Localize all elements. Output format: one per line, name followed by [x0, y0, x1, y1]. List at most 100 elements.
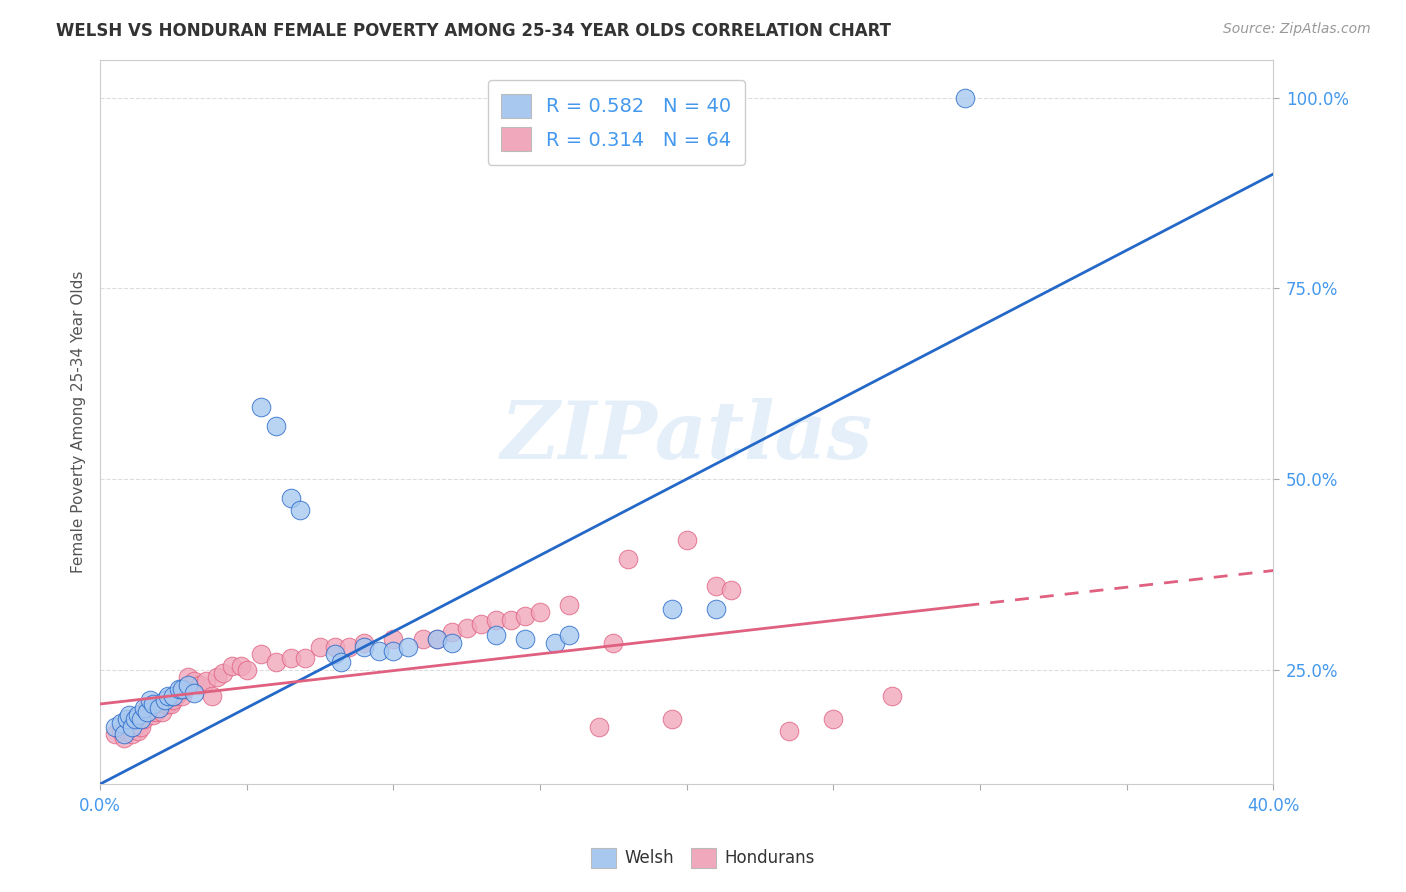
Point — [309, 640, 332, 654]
Point — [162, 690, 184, 704]
Point — [148, 700, 170, 714]
Point — [118, 720, 141, 734]
Point — [212, 666, 235, 681]
Point — [955, 822, 977, 837]
Point — [172, 690, 194, 704]
Point — [544, 636, 567, 650]
Point — [236, 663, 259, 677]
Point — [412, 632, 434, 647]
Legend: R = 0.582   N = 40, R = 0.314   N = 64: R = 0.582 N = 40, R = 0.314 N = 64 — [488, 80, 745, 165]
Point — [499, 613, 522, 627]
Point — [294, 651, 316, 665]
Point — [110, 716, 132, 731]
Point — [955, 91, 977, 105]
Point — [221, 658, 243, 673]
Point — [441, 624, 464, 639]
Point — [456, 621, 478, 635]
Point — [704, 601, 727, 615]
Point — [485, 613, 508, 627]
Point — [118, 708, 141, 723]
Point — [156, 697, 179, 711]
Point — [153, 697, 176, 711]
Point — [115, 712, 138, 726]
Point — [250, 400, 273, 414]
Point — [183, 674, 205, 689]
Point — [136, 705, 159, 719]
Point — [280, 651, 302, 665]
Point — [129, 720, 152, 734]
Point — [880, 690, 903, 704]
Point — [396, 640, 419, 654]
Point — [112, 731, 135, 746]
Point — [159, 697, 181, 711]
Point — [183, 685, 205, 699]
Point — [823, 712, 845, 726]
Point — [382, 632, 405, 647]
Point — [426, 632, 449, 647]
Y-axis label: Female Poverty Among 25-34 Year Olds: Female Poverty Among 25-34 Year Olds — [72, 270, 86, 573]
Point — [515, 609, 537, 624]
Point — [194, 674, 217, 689]
Point — [121, 727, 143, 741]
Point — [127, 708, 149, 723]
Point — [142, 697, 165, 711]
Point — [134, 712, 156, 726]
Point — [121, 720, 143, 734]
Point — [104, 720, 127, 734]
Point — [558, 598, 581, 612]
Point — [124, 720, 146, 734]
Point — [188, 678, 211, 692]
Point — [145, 705, 167, 719]
Point — [156, 690, 179, 704]
Point — [353, 636, 375, 650]
Point — [177, 670, 200, 684]
Point — [129, 712, 152, 726]
Point — [588, 720, 610, 734]
Point — [778, 723, 800, 738]
Point — [207, 670, 229, 684]
Legend: Welsh, Hondurans: Welsh, Hondurans — [585, 841, 821, 875]
Point — [558, 628, 581, 642]
Point — [153, 693, 176, 707]
Point — [675, 533, 697, 547]
Point — [617, 552, 640, 566]
Point — [165, 690, 187, 704]
Point — [134, 700, 156, 714]
Point — [602, 636, 624, 650]
Point — [280, 491, 302, 505]
Point — [127, 723, 149, 738]
Point — [353, 640, 375, 654]
Text: Source: ZipAtlas.com: Source: ZipAtlas.com — [1223, 22, 1371, 37]
Point — [288, 502, 311, 516]
Point — [172, 681, 194, 696]
Point — [136, 700, 159, 714]
Point — [515, 632, 537, 647]
Point — [250, 648, 273, 662]
Text: WELSH VS HONDURAN FEMALE POVERTY AMONG 25-34 YEAR OLDS CORRELATION CHART: WELSH VS HONDURAN FEMALE POVERTY AMONG 2… — [56, 22, 891, 40]
Point — [367, 643, 389, 657]
Point — [169, 681, 191, 696]
Point — [426, 632, 449, 647]
Point — [264, 418, 287, 433]
Point — [339, 640, 361, 654]
Point — [150, 705, 173, 719]
Point — [229, 658, 252, 673]
Point — [115, 723, 138, 738]
Point — [139, 705, 162, 719]
Point — [382, 643, 405, 657]
Point — [148, 700, 170, 714]
Point — [720, 582, 742, 597]
Point — [470, 616, 492, 631]
Point — [162, 693, 184, 707]
Point — [323, 640, 346, 654]
Point — [177, 678, 200, 692]
Text: ZIPatlas: ZIPatlas — [501, 398, 873, 475]
Point — [200, 690, 222, 704]
Point — [174, 681, 197, 696]
Point — [110, 723, 132, 738]
Point — [329, 655, 352, 669]
Point — [264, 655, 287, 669]
Point — [104, 727, 127, 741]
Point — [323, 648, 346, 662]
Point — [485, 628, 508, 642]
